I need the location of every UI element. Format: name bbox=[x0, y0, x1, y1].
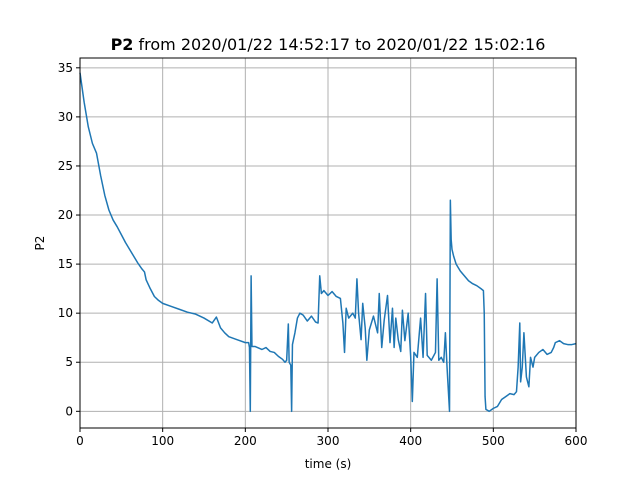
y-tick-label: 10 bbox=[58, 306, 73, 320]
x-axis: 0 100 200 300 400 500 600 bbox=[76, 428, 587, 448]
y-tick-label: 0 bbox=[65, 404, 73, 418]
y-tick-label: 20 bbox=[58, 208, 73, 222]
plot-area bbox=[79, 72, 577, 413]
grid-lines bbox=[79, 58, 577, 428]
chart-title-rest: from 2020/01/22 14:52:17 to 2020/01/22 1… bbox=[133, 35, 545, 54]
chart-title: P2 from 2020/01/22 14:52:17 to 2020/01/2… bbox=[111, 35, 546, 54]
y-tick-label: 25 bbox=[58, 159, 73, 173]
series-line bbox=[79, 72, 577, 413]
x-tick-label: 400 bbox=[399, 434, 422, 448]
x-tick-label: 0 bbox=[76, 434, 84, 448]
x-tick-label: 300 bbox=[317, 434, 340, 448]
y-axis-label: P2 bbox=[33, 236, 47, 251]
y-tick-label: 30 bbox=[58, 110, 73, 124]
x-tick-label: 600 bbox=[565, 434, 588, 448]
x-tick-label: 200 bbox=[234, 434, 257, 448]
y-tick-label: 35 bbox=[58, 61, 73, 75]
y-tick-label: 15 bbox=[58, 257, 73, 271]
x-tick-label: 500 bbox=[482, 434, 505, 448]
x-axis-label: time (s) bbox=[305, 457, 352, 471]
x-tick-label: 100 bbox=[151, 434, 174, 448]
y-axis: 0 5 10 15 20 25 30 35 bbox=[58, 61, 80, 418]
chart-title-bold: P2 bbox=[111, 35, 134, 54]
y-tick-label: 5 bbox=[65, 355, 73, 369]
